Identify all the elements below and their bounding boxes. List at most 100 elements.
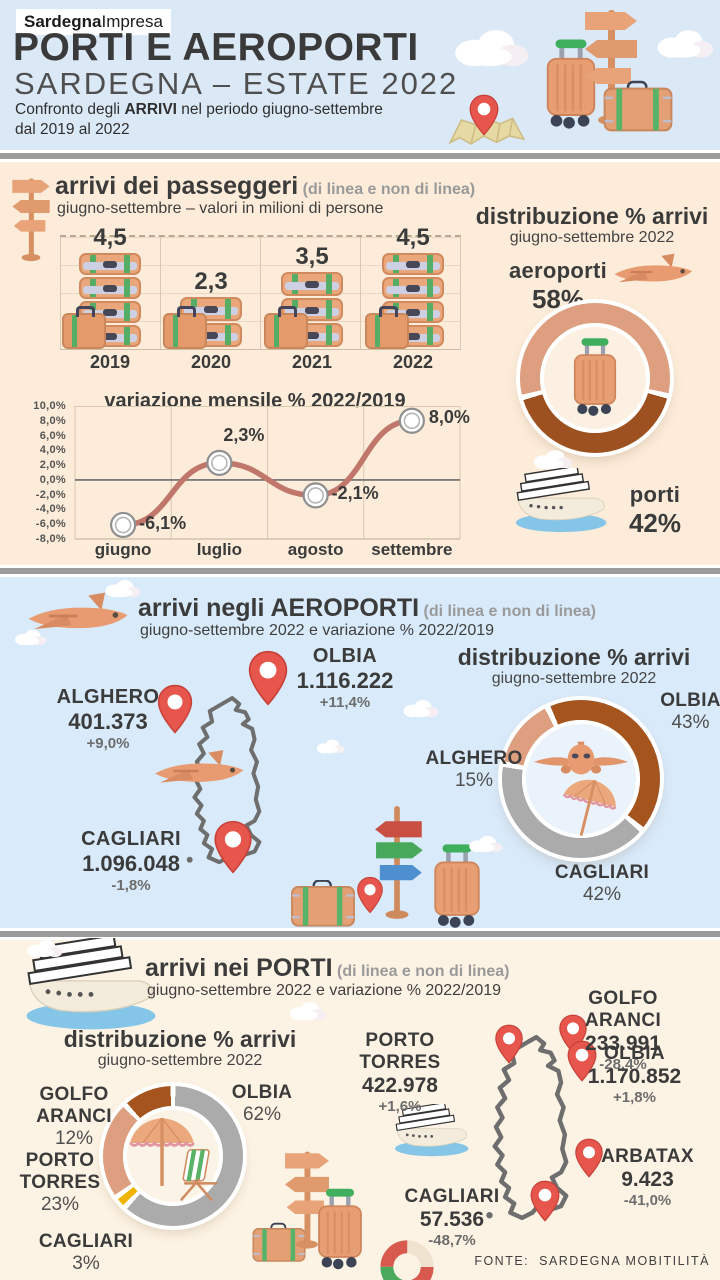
pie-label-olbia: OLBIA 43% (660, 690, 720, 733)
distribution-subtitle: giugno-settembre 2022 (509, 229, 675, 246)
page-title: PORTI E AEROPORTI (13, 26, 419, 69)
line-point-value: -2,1% (331, 483, 379, 504)
x-axis-label: settembre (371, 540, 453, 559)
source-note: FONTE: SARDEGNA MOBITILITÀ (474, 1254, 710, 1268)
section-divider (0, 565, 720, 577)
luggage-stack-icon (365, 253, 444, 349)
y-axis-tick: 0,0% (39, 473, 66, 486)
bar-2022: 4,5 (362, 224, 464, 349)
donut-hole (540, 323, 650, 433)
y-axis-tick: 10,0% (33, 400, 66, 412)
logo: SardegnaImpresa (16, 9, 171, 35)
monthly-variation-line-chart (74, 406, 461, 540)
distribution-subtitle: giugno-settembre 2022 (97, 1052, 263, 1069)
logo-bold: Sardegna (24, 12, 102, 31)
airports-distribution-donut-chart (502, 700, 660, 858)
location-pin-icon (530, 1180, 560, 1222)
y-axis-tick: -6,0% (35, 518, 66, 531)
y-axis-tick: 4,0% (39, 444, 66, 457)
pie-label-porto-torres: PORTO TORRES 23% (19, 1150, 101, 1215)
ports-vs-airports-donut-chart (520, 303, 670, 453)
y-axis-tick: -4,0% (35, 503, 66, 516)
bar-value-label: 2,3 (194, 268, 228, 295)
luggage-stack-icon (62, 253, 141, 349)
y-axis-tick: 6,0% (39, 429, 66, 442)
bar-value-label: 4,5 (396, 224, 430, 251)
y-axis-tick: -8,0% (35, 533, 66, 545)
pie-label-cagliari: CAGLIARI 3% (38, 1231, 134, 1274)
airplane-icon (613, 252, 694, 284)
ports-section-title: arrivi nei PORTI (di linea e non di line… (145, 954, 510, 982)
distribution-title: distribuzione % arrivi (63, 1026, 297, 1052)
line-point-value: 2,3% (223, 424, 265, 445)
cloud-icon (455, 30, 529, 67)
pie-label-olbia: OLBIA 62% (231, 1082, 293, 1125)
pie-label-porti: porti 42% (628, 482, 682, 538)
suitcase-icon (290, 880, 356, 927)
cloud-icon (316, 739, 345, 754)
logo-light: Impresa (101, 12, 163, 31)
bar-value-label: 4,5 (93, 224, 127, 251)
trolley-suitcase-icon (317, 1187, 363, 1271)
passengers-section-title: arrivi dei passeggeri (di linea e non di… (55, 172, 476, 200)
x-axis-label: giugno (94, 540, 152, 559)
airports-section-title: arrivi negli AEROPORTI (di linea e non d… (138, 594, 597, 622)
airports-section-subtitle: giugno-settembre 2022 e variazione % 202… (140, 622, 495, 639)
bar-2019: 4,5 (59, 224, 161, 349)
cloud-icon (469, 835, 503, 853)
bar-category-label: 2019 (89, 352, 131, 372)
distribution-title: distribuzione % arrivi (475, 203, 709, 229)
trolley-suitcase-icon (434, 844, 480, 928)
distribution-subtitle: giugno-settembre 2022 (491, 670, 657, 687)
signpost-icon (375, 806, 423, 919)
bar-category-label: 2020 (190, 352, 232, 372)
page-subtitle: SARDEGNA – ESTATE 2022 (14, 66, 459, 101)
map-label-cagliari-airport: CAGLIARI 1.096.048 -1,8% (81, 828, 181, 894)
cloud-icon (657, 30, 714, 58)
cloud-icon (105, 580, 141, 598)
y-axis-tick: 8,0% (39, 414, 66, 427)
pie-label-golfo-aranci: GOLFO ARANCI 12% (36, 1084, 112, 1149)
bar-category-label: 2022 (392, 352, 434, 372)
trolley-suitcase-icon (573, 337, 617, 417)
map-label-golfo-aranci: GOLFO ARANCI 233.991 -28,4% (584, 988, 662, 1073)
location-pin-icon (495, 1024, 523, 1064)
passengers-section-subtitle: giugno-settembre – valori in milioni di … (57, 200, 384, 217)
map-label-arbatax: ARBATAX 9.423 -41,0% (601, 1146, 694, 1209)
x-axis-label: agosto (287, 540, 344, 559)
ports-section-subtitle: giugno-settembre 2022 e variazione % 202… (147, 982, 502, 999)
map-label-olbia-port: OLBIA 1.170.852 +1,8% (587, 1043, 682, 1106)
pie-label-cagliari: CAGLIARI 42% (554, 862, 650, 905)
line-point-value: 8,0% (428, 406, 470, 427)
location-pin-icon (214, 820, 252, 874)
cloud-icon (15, 629, 47, 646)
page-description: Confronto degli ARRIVI nel periodo giugn… (15, 101, 383, 138)
y-axis-tick: -2,0% (35, 488, 66, 501)
cloud-icon (403, 700, 439, 718)
section-divider (0, 150, 720, 162)
donut-hole (522, 720, 640, 844)
section-divider (0, 928, 720, 940)
bar-category-label: 2021 (291, 352, 333, 372)
luggage-stack-icon (264, 272, 343, 349)
y-axis-tick: 2,0% (39, 459, 66, 472)
signpost-icon (12, 178, 50, 262)
pie-label-alghero: ALGHERO 15% (425, 748, 523, 791)
deck-chair-icon (180, 1148, 218, 1201)
map-label-porto-torres: PORTO TORRES 422.978 +1,6% (359, 1030, 441, 1115)
bar-value-label: 3,5 (295, 243, 329, 270)
suitcase-icon (603, 80, 673, 132)
x-axis-label: luglio (196, 540, 243, 559)
cloud-icon (27, 940, 63, 958)
map-label-alghero-airport: ALGHERO 401.373 +9,0% (56, 686, 160, 752)
passenger-arrivals-bar-chart: 4,5 2,3 3,5 4,5 2019 2020 2021 2022 (57, 226, 463, 374)
cloud-icon (533, 450, 573, 470)
map-label-cagliari-port: CAGLIARI 57.536 -48,7% (404, 1186, 500, 1249)
cloud-icon (289, 1002, 327, 1021)
luggage-stack-icon (163, 297, 242, 349)
donut-hole (123, 1106, 223, 1206)
ports-distribution-donut-chart (103, 1086, 243, 1226)
distribution-title: distribuzione % arrivi (457, 644, 691, 670)
line-point-value: -6,1% (139, 512, 187, 533)
